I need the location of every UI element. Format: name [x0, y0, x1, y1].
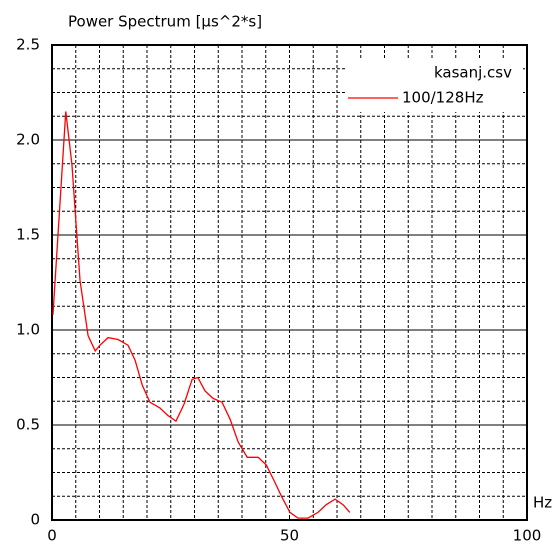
- x-axis-label: Hz: [533, 494, 552, 512]
- plot-frame: [51, 44, 528, 521]
- y-tick-label: 1.0: [16, 321, 40, 339]
- chart-title: Power Spectrum [μs^2*s]: [68, 13, 262, 31]
- x-tick-label: 50: [280, 527, 299, 545]
- y-tick-label: 0: [30, 511, 40, 529]
- y-tick-label: 0.5: [16, 416, 40, 434]
- y-tick-label: 2.0: [16, 131, 40, 149]
- x-tick-label: 0: [47, 527, 57, 545]
- y-tick-label: 2.5: [16, 36, 40, 54]
- legend-box: [345, 60, 523, 112]
- legend-title: kasanj.csv: [434, 64, 512, 82]
- data-line: [52, 111, 351, 519]
- x-tick-label: 100: [513, 527, 542, 545]
- legend-label: 100/128Hz: [402, 89, 484, 107]
- y-tick-label: 1.5: [16, 226, 40, 244]
